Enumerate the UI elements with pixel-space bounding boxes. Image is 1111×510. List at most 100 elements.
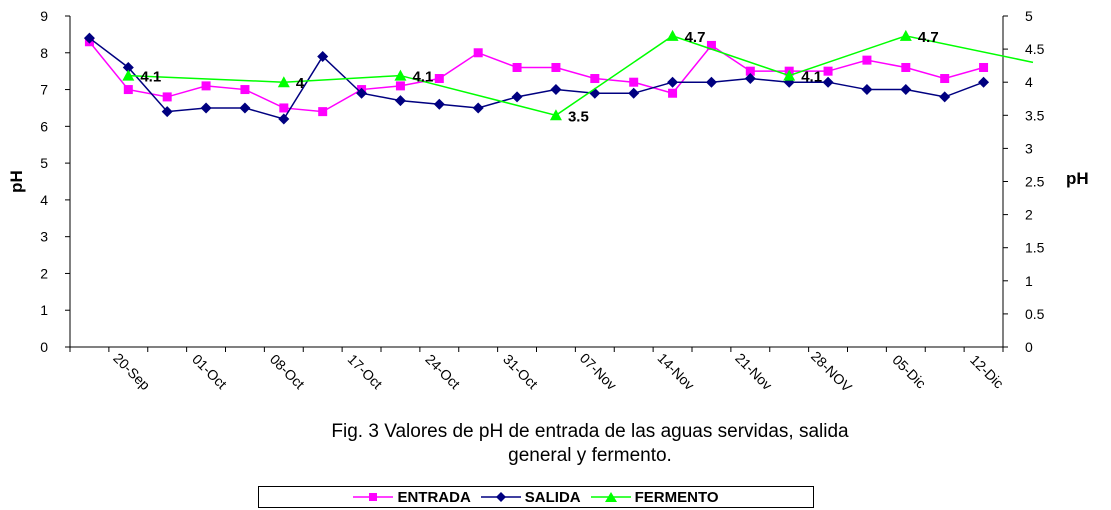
legend-swatch-entrada	[353, 493, 394, 501]
data-point-entrada	[551, 62, 561, 72]
caption-line-1: Fig. 3 Valores de pH de entrada de las a…	[331, 421, 849, 442]
series-line-entrada	[88, 41, 984, 113]
y2-tick-label: 2.5	[1025, 174, 1045, 190]
data-label-fermento: 4.1	[801, 69, 822, 86]
data-point-entrada	[512, 62, 522, 72]
data-point-salida	[939, 91, 951, 103]
data-point-entrada	[979, 62, 989, 72]
data-point-salida	[628, 87, 640, 99]
caption-line-2: general y fermento.	[508, 445, 672, 466]
legend-item-salida: SALIDA	[480, 488, 581, 506]
y2-tick-label: 5	[1025, 8, 1033, 24]
y-tick-label: 4	[40, 192, 48, 208]
y-tick-label: 9	[40, 8, 48, 24]
legend: ENTRADA SALIDA FERMENTO	[258, 486, 814, 508]
series-line-fermento	[128, 35, 1034, 117]
data-point-salida	[550, 84, 562, 96]
figure-caption: Fig. 3 Valores de pH de entrada de las a…	[130, 420, 1050, 468]
y-tick-label: 1	[40, 302, 48, 318]
data-point-salida	[472, 102, 484, 114]
data-point-entrada	[629, 77, 639, 87]
legend-item-fermento: FERMENTO	[590, 488, 719, 506]
x-tick-label: 24-Oct	[422, 351, 463, 392]
y2-axis-title: pH	[1066, 169, 1089, 188]
data-point-entrada	[240, 85, 250, 95]
x-tick-label: 31-Oct	[500, 351, 541, 392]
data-point-entrada	[279, 103, 289, 113]
y-tick-label: 8	[40, 45, 48, 61]
x-tick-label: 17-Oct	[345, 351, 386, 392]
series-line-salida	[88, 37, 984, 120]
data-point-salida	[705, 76, 717, 88]
data-point-salida	[122, 61, 134, 73]
data-label-fermento: 4.7	[918, 29, 939, 46]
legend-label-entrada: ENTRADA	[397, 488, 471, 506]
data-point-fermento	[549, 109, 562, 121]
x-tick-label: 01-Oct	[189, 351, 230, 392]
data-point-fermento	[666, 29, 679, 41]
data-point-entrada	[823, 66, 833, 76]
y-tick-label: 3	[40, 229, 48, 245]
data-point-entrada	[162, 92, 172, 102]
x-tick-label: 05-Dic	[889, 351, 929, 391]
data-point-entrada	[590, 74, 600, 84]
data-point-entrada	[201, 81, 211, 91]
data-point-salida	[161, 106, 173, 118]
data-label-fermento: 4.7	[685, 29, 706, 46]
data-point-salida	[667, 76, 679, 88]
data-point-salida	[239, 102, 251, 114]
data-point-salida	[356, 87, 368, 99]
x-tick-label: 28-NOV	[808, 348, 856, 396]
data-point-salida	[433, 98, 445, 110]
data-point-fermento	[783, 69, 796, 81]
legend-swatch-salida	[480, 492, 521, 502]
y-tick-label: 6	[40, 118, 48, 134]
y2-tick-label: 1	[1025, 273, 1033, 289]
data-point-salida	[900, 84, 912, 96]
data-point-entrada	[862, 55, 872, 65]
data-point-salida	[83, 32, 95, 44]
y2-tick-label: 1.5	[1025, 240, 1045, 256]
data-point-fermento	[277, 76, 290, 88]
y-tick-label: 7	[40, 82, 48, 98]
data-point-entrada	[318, 107, 328, 117]
data-point-fermento	[899, 29, 912, 41]
y-tick-label: 0	[40, 339, 48, 355]
legend-label-fermento: FERMENTO	[634, 488, 719, 506]
y2-tick-label: 3	[1025, 140, 1033, 156]
legend-label-salida: SALIDA	[524, 488, 581, 506]
x-tick-label: 12-Dic	[967, 351, 1007, 391]
legend-item-entrada: ENTRADA	[353, 488, 471, 506]
data-point-entrada	[123, 85, 133, 95]
data-point-salida	[822, 76, 834, 88]
legend-swatch-fermento	[590, 492, 631, 502]
data-point-entrada	[745, 66, 755, 76]
y-tick-label: 5	[40, 155, 48, 171]
y2-tick-label: 0.5	[1025, 306, 1045, 322]
x-tick-label: 14-Nov	[654, 350, 697, 393]
y2-tick-label: 3.5	[1025, 107, 1045, 123]
y2-tick-label: 2	[1025, 207, 1033, 223]
data-point-entrada	[901, 62, 911, 72]
data-point-entrada	[434, 74, 444, 84]
data-label-fermento: 3.5	[568, 108, 589, 125]
data-point-entrada	[940, 74, 950, 84]
data-label-fermento: 4.1	[140, 69, 161, 86]
y2-tick-label: 4	[1025, 74, 1033, 90]
data-point-salida	[861, 84, 873, 96]
x-tick-label: 20-Sep	[110, 350, 153, 393]
data-point-entrada	[473, 48, 483, 58]
data-point-entrada	[706, 40, 716, 50]
data-point-entrada	[668, 88, 678, 98]
x-tick-label: 07-Nov	[577, 350, 620, 393]
data-point-entrada	[395, 81, 405, 91]
y-tick-label: 2	[40, 265, 48, 281]
chart-plot: 0 1 2 3 4 5 6 7 8 9 0 0.5 1 1.5 2 2.5 3 3.5 4 4.5 5 20-Sep 01-…	[7, 8, 1089, 396]
data-point-salida	[394, 95, 406, 107]
y2-tick-label: 0	[1025, 339, 1033, 355]
y-axis-title: pH	[7, 170, 26, 193]
data-point-salida	[511, 91, 523, 103]
data-point-salida	[200, 102, 212, 114]
data-point-fermento	[122, 69, 135, 81]
data-point-fermento	[394, 69, 407, 81]
